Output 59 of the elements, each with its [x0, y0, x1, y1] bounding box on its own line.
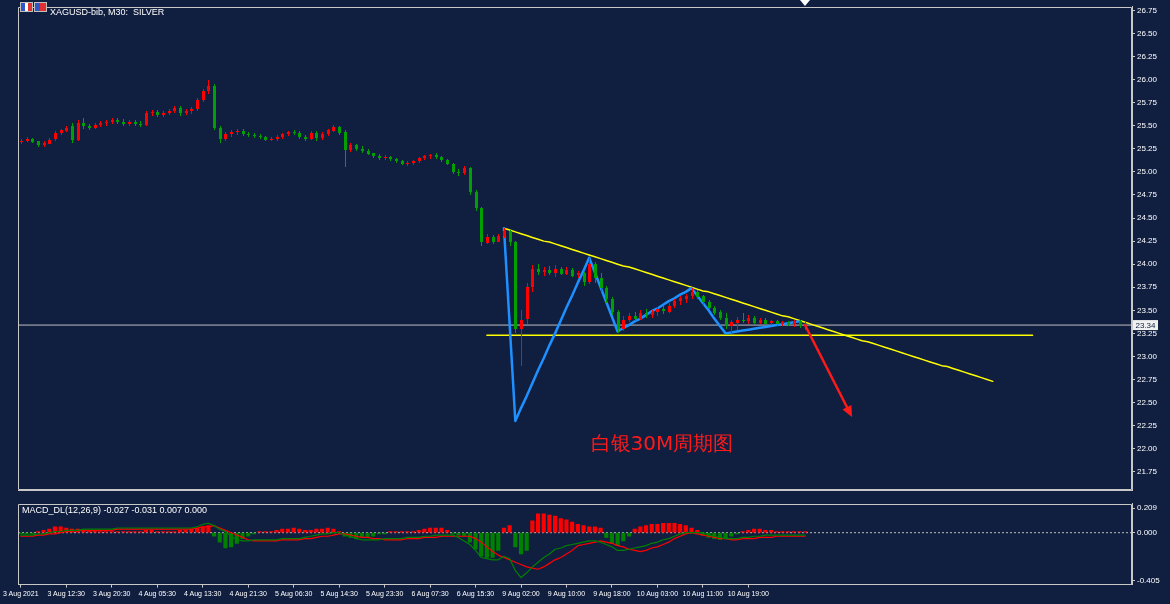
y-tick-label: 26.25: [1137, 51, 1158, 61]
y-tick-label: 0.000: [1137, 527, 1158, 537]
bar: [513, 532, 518, 548]
y-tick-label: 23.75: [1137, 282, 1158, 292]
bar: [661, 522, 666, 533]
candlestick: [531, 264, 534, 293]
y-tick-label: 22.00: [1137, 443, 1158, 453]
y-tick-label: 0.209: [1137, 503, 1158, 513]
bar: [177, 530, 183, 533]
y-tick-label: 25.50: [1137, 121, 1158, 131]
candlestick: [617, 309, 620, 334]
bar: [212, 532, 217, 537]
bar: [302, 530, 308, 533]
y-tick-label: 23.25: [1137, 328, 1158, 338]
bar: [604, 532, 609, 538]
chart-title: MACD_DL(12,26,9) -0.027 -0.031 0.007 0.000: [22, 505, 208, 516]
y-tick-label: 21.75: [1137, 466, 1158, 476]
bar: [643, 525, 649, 533]
annotation: 白银30M周期图: [590, 431, 734, 456]
y-tick-label: 24.75: [1137, 190, 1158, 200]
bar: [518, 532, 524, 555]
chart-title: XAGUSD-bib, M30: SILVER: [50, 7, 165, 18]
bar: [769, 530, 774, 533]
y-tick-label: 23.00: [1137, 351, 1158, 361]
bar: [626, 532, 632, 537]
bar: [427, 527, 433, 533]
candlestick: [344, 129, 347, 168]
y-tick-label: 26.75: [1137, 5, 1158, 15]
y-tick-label: 25.25: [1137, 144, 1158, 154]
y-tick-label: 24.00: [1137, 259, 1158, 269]
y-tick-label: 25.00: [1137, 167, 1158, 177]
y-tick-label: 24.50: [1137, 213, 1158, 223]
bar: [285, 528, 291, 533]
candlestick: [600, 272, 603, 293]
candlestick: [588, 257, 591, 285]
candlestick: [469, 166, 472, 196]
y-tick-label: -0.405: [1137, 575, 1161, 585]
bar: [507, 525, 512, 533]
ref-line-label: 23.34: [1135, 320, 1157, 330]
bar: [501, 527, 507, 533]
bar: [524, 532, 529, 551]
bar: [530, 520, 535, 533]
bar: [320, 528, 325, 533]
bar: [535, 513, 541, 533]
candlestick: [77, 119, 80, 142]
y-tick-label: 24.25: [1137, 236, 1158, 246]
candlestick: [520, 309, 523, 367]
candlestick: [742, 312, 745, 324]
y-tick-label: 22.25: [1137, 420, 1158, 430]
y-tick-label: 22.50: [1137, 397, 1158, 407]
candlestick: [475, 189, 478, 212]
y-tick-label: 26.00: [1137, 74, 1158, 84]
bar: [751, 528, 757, 533]
y-tick-label: 23.50: [1137, 305, 1158, 315]
candlestick: [594, 261, 597, 284]
y-tick-label: 22.75: [1137, 374, 1158, 384]
y-tick-label: 25.75: [1137, 97, 1158, 107]
candlestick: [71, 122, 74, 144]
y-tick-label: 26.50: [1137, 28, 1158, 38]
